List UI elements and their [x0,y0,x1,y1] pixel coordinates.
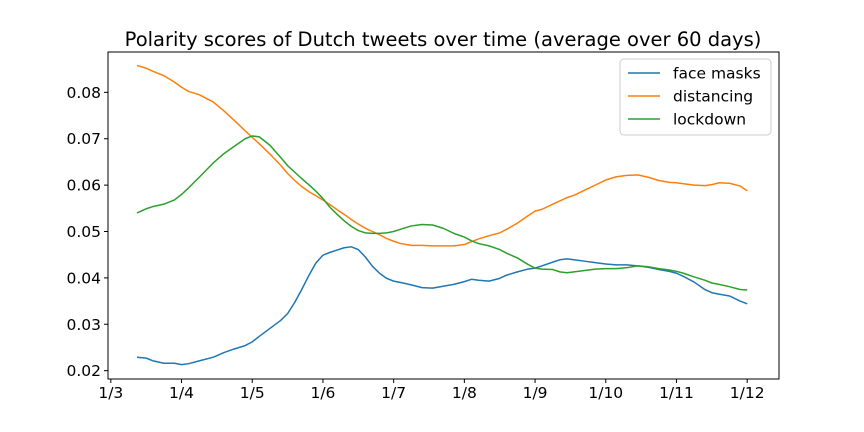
x-tick-label: 1/6 [310,384,335,402]
series-lines [136,64,748,366]
x-axis: 1/3 1/4 1/5 1/6 1/7 1/8 1/9 1/10 1/11 1/12 [98,379,765,402]
y-tick-label: 0.07 [66,130,101,148]
legend-label: face masks [673,65,761,83]
x-tick-label: 1/11 [659,384,694,402]
series-line-lockdown [136,135,748,291]
x-tick-label: 1/10 [588,384,623,402]
legend-label: lockdown [673,111,746,129]
x-tick-label: 1/12 [730,384,765,402]
series-line-distancing [136,64,748,247]
legend-label: distancing [673,88,753,106]
chart-title: Polarity scores of Dutch tweets over tim… [125,28,762,51]
y-tick-label: 0.02 [66,362,101,380]
x-tick-label: 1/9 [523,384,548,402]
x-tick-label: 1/4 [169,384,194,402]
x-tick-label: 1/3 [98,384,123,402]
x-tick-label: 1/7 [381,384,406,402]
y-tick-label: 0.05 [66,223,101,241]
plot-area-frame [107,51,780,380]
y-tick-label: 0.06 [66,177,101,195]
legend-box [619,58,772,136]
y-tick-label: 0.03 [66,316,101,334]
y-tick-label: 0.04 [66,269,101,287]
y-axis: 0.02 0.03 0.04 0.05 0.06 0.07 0.08 [66,84,108,380]
x-tick-label: 1/5 [240,384,265,402]
legend: face masks distancing lockdown [619,58,772,136]
series-line-face-masks [136,246,748,366]
y-tick-label: 0.08 [66,84,101,102]
x-tick-label: 1/8 [452,384,477,402]
